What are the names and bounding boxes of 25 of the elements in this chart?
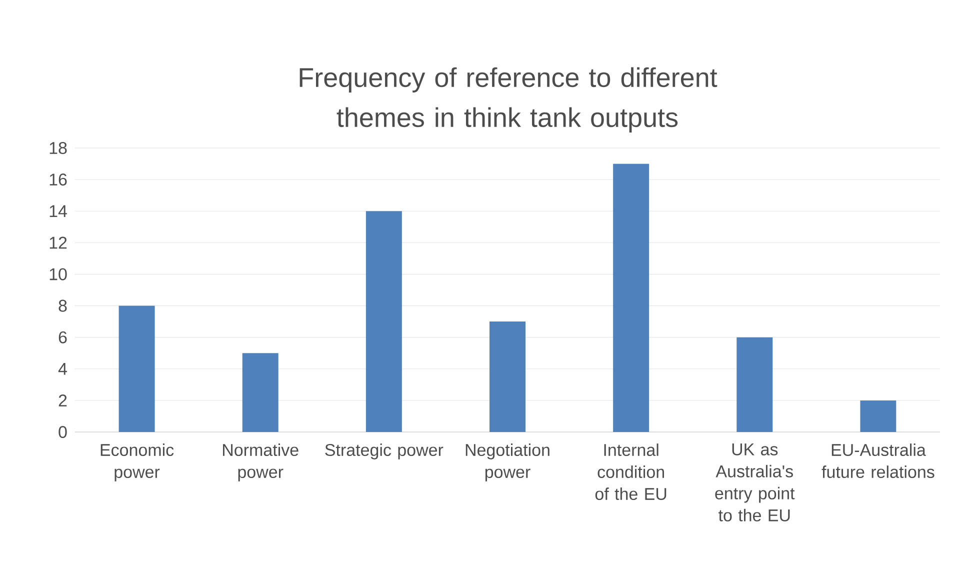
bar xyxy=(366,211,402,432)
y-tick-label: 16 xyxy=(50,174,67,186)
x-tick-label: Normative power xyxy=(223,444,298,482)
x-tick-label: Negotiation power xyxy=(466,444,550,482)
x-tick-label: UK as Australia's entry point to the EU xyxy=(715,444,795,522)
bar xyxy=(613,164,650,432)
x-tick-label: Internal condition of the EU xyxy=(595,444,666,500)
bar xyxy=(118,306,155,432)
bar xyxy=(860,400,896,432)
y-tick-label: 0 xyxy=(58,426,67,438)
x-tick-label: EU-Australia future relations xyxy=(822,444,934,478)
y-tick-label: 4 xyxy=(58,363,67,375)
bar xyxy=(490,322,526,432)
bar xyxy=(736,337,773,432)
chart-title: Frequency of reference to different themes in think tank outputs xyxy=(300,67,718,132)
x-tick-label: Economic power xyxy=(100,444,174,482)
y-tick-label: 18 xyxy=(50,142,67,154)
y-tick-label: 12 xyxy=(50,236,67,249)
y-tick-label: 8 xyxy=(58,300,67,312)
x-tick-label: Strategic power xyxy=(325,444,444,460)
y-tick-label: 2 xyxy=(58,394,67,406)
bar xyxy=(242,353,278,432)
y-tick-label: 14 xyxy=(50,205,67,217)
y-tick-label: 6 xyxy=(58,331,67,344)
y-tick-label: 10 xyxy=(50,268,67,280)
